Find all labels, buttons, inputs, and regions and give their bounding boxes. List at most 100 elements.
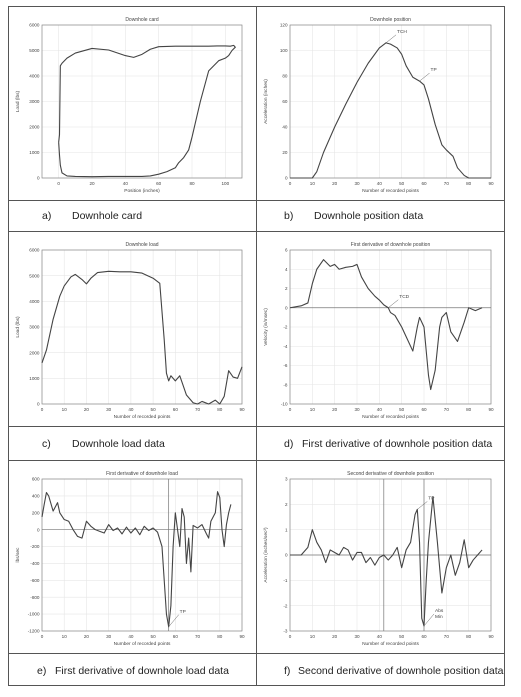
x-tick-label: 0 (289, 181, 292, 186)
x-axis-label: Number of recorded points (362, 188, 419, 194)
chart-svg: 0 20 40 60 80 1000100020003000400050006000Dow… (15, 17, 243, 194)
x-tick-label: 80 (466, 181, 472, 186)
row-divider (9, 231, 504, 232)
annotation-leader (385, 34, 397, 44)
chart-downhole-card: 0 20 40 60 80 100 0 1000 2000 3000 4000 5000 6000 Dow… (9, 7, 256, 200)
chart-svg: 0 10 20 30 40 50 60 70 80 90 0 20 40 60 80 100 120 Downho… (263, 17, 494, 194)
y-tick-label: -200 (30, 544, 40, 549)
y-tick-label: -2 (283, 325, 288, 330)
x-tick-label: 0 (41, 407, 44, 412)
caption-letter: a) (42, 210, 52, 222)
y-axis-label: Acceleration (inches/sec²) (263, 527, 269, 583)
y-tick-label: -8 (283, 382, 288, 387)
x-tick-label: 70 (444, 407, 450, 412)
x-tick-label: 10 (62, 634, 68, 639)
x-tick-label: 60 (421, 407, 427, 412)
y-tick-label: -800 (30, 595, 40, 600)
x-tick-label: 90 (239, 407, 245, 412)
x-tick-label: 80 (466, 407, 472, 412)
x-tick-label: 50 (399, 181, 405, 186)
series-line (41, 270, 243, 405)
series-line (41, 491, 232, 628)
x-axis-label: Number of recorded points (362, 641, 419, 647)
y-axis-label: Load (lbs) (15, 316, 21, 338)
y-tick-label: 0 (285, 553, 288, 558)
x-tick-label: 60 (421, 181, 427, 186)
chart-title: Downhole position (370, 17, 411, 23)
y-tick-label: 6000 (29, 248, 40, 253)
x-tick-label: 90 (488, 181, 494, 186)
caption-f: f) Second derivative of downhole position… (284, 665, 503, 677)
y-tick-label: -1200 (28, 629, 40, 634)
x-tick-label: 80 (217, 634, 223, 639)
x-tick-label: 60 (173, 407, 179, 412)
caption-text: First derivative of downhole position da… (302, 438, 493, 450)
y-tick-label: 2 (285, 502, 288, 507)
plot-frame (41, 249, 243, 405)
annotation-label: TP (180, 609, 186, 615)
x-axis-label: Number of recorded points (114, 414, 171, 420)
y-tick-label: 0 (37, 402, 40, 407)
x-tick-label: 50 (399, 634, 405, 639)
caption-letter: d) (284, 438, 294, 450)
y-tick-label: 80 (282, 74, 288, 79)
chart-svg: 0 10 20 30 40 50 60 70 80 90 0 1000 2000 3000 4000 5000… (15, 242, 245, 420)
y-tick-label: 1000 (29, 376, 40, 381)
series-line (290, 496, 483, 627)
y-tick-label: 2 (285, 286, 288, 291)
x-tick-label: 30 (354, 634, 360, 639)
x-tick-label: 20 (332, 634, 338, 639)
y-tick-label: 40 (282, 125, 288, 130)
annotation-label: TCH (397, 29, 407, 35)
x-tick-label: 30 (354, 407, 360, 412)
annotation-label: Min (435, 614, 443, 620)
x-tick-label: 90 (488, 407, 494, 412)
y-tick-label: 3000 (29, 325, 40, 330)
y-tick-label: 20 (282, 150, 288, 155)
y-tick-label: 6000 (29, 23, 40, 28)
caption-e: e) First derivative of downhole load data (37, 665, 229, 677)
caption-text: Second derivative of downhole position d… (298, 665, 504, 677)
annotation-label: TP (431, 67, 437, 73)
x-tick-label: 0 (289, 634, 292, 639)
x-tick-label: 90 (488, 634, 494, 639)
y-tick-label: -400 (30, 561, 40, 566)
y-tick-label: 60 (282, 99, 288, 104)
y-tick-label: 100 (280, 48, 288, 53)
x-tick-label: 10 (310, 181, 316, 186)
caption-text: First derivative of downhole load data (55, 665, 229, 677)
annotation-leader (423, 613, 435, 627)
x-tick-label: 60 (173, 634, 179, 639)
x-tick-label: 70 (195, 407, 201, 412)
plot-frame (41, 24, 243, 179)
x-tick-label: 70 (195, 634, 201, 639)
x-tick-label: 80 (466, 634, 472, 639)
y-tick-label: 600 (32, 477, 40, 482)
y-tick-label: 3 (285, 477, 288, 482)
y-tick-label: -2 (283, 603, 288, 608)
x-tick-label: 20 (332, 407, 338, 412)
x-tick-label: 60 (156, 181, 162, 186)
annotation-leader (168, 614, 179, 627)
column-divider (256, 7, 257, 685)
y-tick-label: 2000 (29, 350, 40, 355)
x-tick-label: 90 (239, 634, 245, 639)
y-axis-label: Acceleration (inches) (263, 79, 269, 124)
y-tick-label: 0 (37, 176, 40, 181)
x-tick-label: 60 (421, 634, 427, 639)
x-tick-label: 40 (128, 634, 134, 639)
series-line (289, 259, 483, 391)
chart-downhole-position: 0 10 20 30 40 50 60 70 80 90 0 20 40 60 80 100 120 Downho… (257, 7, 505, 200)
x-axis-label: Position (inches) (124, 188, 160, 194)
x-tick-label: 30 (106, 407, 112, 412)
y-tick-label: 4 (285, 267, 288, 272)
x-tick-label: 0 (289, 407, 292, 412)
annotation-leader (388, 299, 399, 308)
caption-text: Downhole card (72, 210, 143, 222)
chart-svg: 0 10 20 30 40 50 60 70 80 90 -10 -8 -6 -4 -2 0 2 4 6 First … (263, 242, 494, 420)
row-divider (9, 460, 504, 461)
annotation-label: Abs (435, 608, 444, 614)
x-tick-label: 20 (332, 181, 338, 186)
chart-downhole-load: 0 10 20 30 40 50 60 70 80 90 0 1000 2000 3000 4000 5000… (9, 232, 256, 426)
caption-d: d) First derivative of downhole position … (284, 438, 492, 450)
